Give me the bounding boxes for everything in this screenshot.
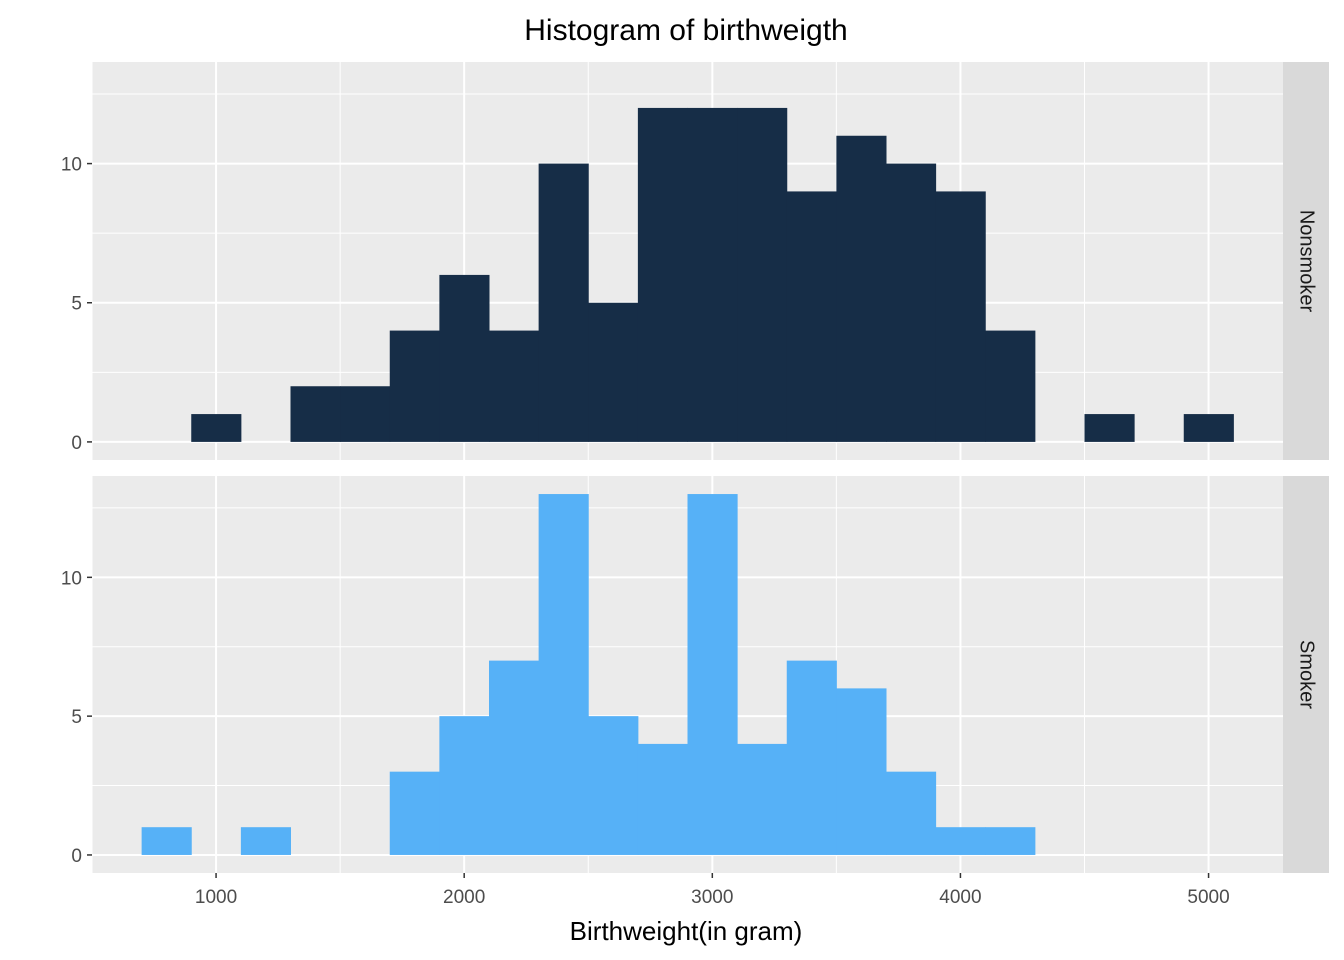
x-axis-title: Birthweight(in gram) [570,916,803,946]
y-tick-label: 5 [71,294,82,315]
facet-panel-smoker: 0 5 10 Smoker [61,476,1329,873]
histogram-bar [240,827,291,855]
histogram-bar [141,827,192,855]
histogram-bar [538,494,589,855]
y-tick-label: 0 [71,433,82,454]
histogram-bar [886,163,937,442]
histogram-bar [340,386,391,442]
histogram-bar [1084,414,1135,442]
histogram-bar [588,302,639,442]
histogram-bar [637,107,688,442]
histogram-bar [389,771,440,855]
histogram-bar [389,330,440,442]
histogram-bar [588,716,639,855]
histogram-bar [687,494,738,855]
histogram-bar [290,386,341,442]
x-tick-label: 1000 [195,887,237,908]
histogram-bar [836,688,887,855]
histogram-bar [737,743,788,855]
facet-strip [1283,476,1329,873]
histogram-bar [786,191,837,442]
histogram-bar [637,743,688,855]
histogram-bar [191,414,242,442]
facet-strip-label: Nonsmoker [1296,210,1318,313]
histogram-bar [935,191,986,442]
histogram-bar [687,107,738,442]
y-tick-label: 0 [71,846,82,867]
y-tick-label: 10 [61,155,82,176]
histogram-bar [985,827,1036,855]
histogram-bar [786,660,837,855]
x-tick-label: 4000 [939,887,981,908]
histogram-bar [489,660,540,855]
facet-strip [1283,62,1329,460]
histogram-bar [439,274,490,442]
histogram-bar [737,107,788,442]
y-tick-label: 10 [61,568,82,589]
histogram-bar [886,771,937,855]
x-tick-label: 2000 [443,887,485,908]
x-tick-label: 3000 [691,887,733,908]
histogram-bar [836,135,887,442]
histogram-bar [985,330,1036,442]
facet-panel-nonsmoker: 0 5 10 Nonsmoker [61,62,1329,460]
x-tick-label: 5000 [1187,887,1229,908]
facet-strip-label: Smoker [1296,640,1318,709]
histogram-bar [489,330,540,442]
y-tick-label: 5 [71,707,82,728]
histogram-bar [439,716,490,855]
histogram-bar [1183,414,1234,442]
histogram-bar [538,163,589,442]
histogram-bar [935,827,986,855]
chart-title: Histogram of birthweigth [524,14,847,47]
